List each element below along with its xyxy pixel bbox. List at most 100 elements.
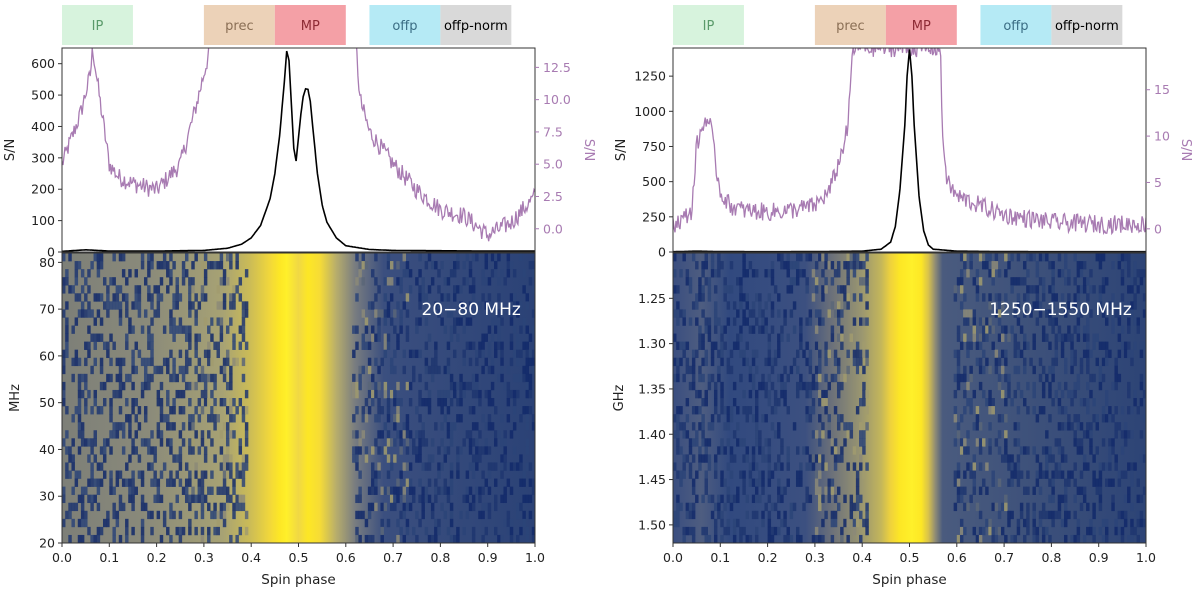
heatmap-cell [65, 277, 69, 286]
heatmap-cell [446, 277, 451, 286]
heatmap-cell [862, 438, 866, 447]
heatmap-cell [137, 349, 142, 359]
heatmap-cell [87, 526, 91, 536]
heatmap-cell [994, 253, 999, 262]
heatmap-cell [821, 430, 825, 439]
heatmap-cell [698, 406, 702, 415]
heatmap-cell [219, 253, 224, 262]
heatmap-cell [1142, 454, 1146, 463]
heatmap-cell [125, 526, 129, 536]
heatmap-cell [988, 389, 992, 399]
heatmap-cell [456, 261, 460, 270]
heatmap-cell [795, 349, 800, 359]
phase-window-label: IP [92, 19, 104, 34]
heatmap-cell [969, 261, 973, 270]
heatmap-cell [200, 478, 205, 487]
heatmap-cell [427, 253, 432, 262]
heatmap-cell [761, 518, 765, 528]
heatmap-cell [121, 430, 126, 439]
heatmap-cell [434, 526, 438, 536]
heatmap-cell [352, 389, 356, 399]
heatmap-cell [754, 478, 759, 487]
heatmap-cell [443, 478, 448, 487]
heatmap-cell [726, 301, 731, 310]
heatmap-cell [203, 293, 208, 302]
heatmap-cell [197, 486, 202, 495]
heatmap-cell [77, 406, 82, 415]
heatmap-cell [1079, 470, 1084, 479]
heatmap-cell [118, 285, 123, 294]
heatmap-cell [682, 534, 686, 543]
heatmap-cell [818, 398, 822, 407]
heatmap-cell [128, 373, 132, 383]
heatmap-cell [531, 422, 535, 431]
heatmap-cell [963, 253, 967, 262]
heatmap-cell [396, 381, 400, 391]
heatmap-cell [405, 478, 410, 487]
heatmap-cell [62, 357, 66, 367]
heatmap-cell [87, 325, 91, 334]
heatmap-cell [1023, 398, 1027, 407]
heatmap-cell [386, 438, 391, 447]
heatmap-cell [516, 357, 520, 367]
heatmap-cell [1101, 277, 1106, 286]
heatmap-cell [1139, 430, 1144, 439]
heatmap-cell [978, 438, 983, 447]
heatmap-cell [377, 317, 381, 326]
heatmap-cell [1133, 269, 1137, 278]
heatmap-cell [985, 317, 989, 326]
heatmap-cell [109, 301, 113, 310]
heatmap-cell [777, 430, 781, 439]
heatmap-cell [1016, 478, 1021, 487]
heatmap-cell [994, 438, 999, 447]
heatmap-cell [449, 309, 454, 318]
heatmap-cell [717, 349, 721, 359]
heatmap-cell [481, 470, 485, 479]
x-tick-label: 0.8 [1041, 550, 1061, 565]
heatmap-cell [833, 446, 838, 455]
heatmap-cell [102, 438, 107, 447]
heatmap-cell [402, 494, 407, 504]
heatmap-cell [71, 462, 75, 471]
heatmap-cell [222, 422, 227, 431]
heatmap-cell [468, 381, 473, 391]
y-right-axis-label: S/N [1178, 139, 1193, 161]
heatmap-cell [468, 341, 473, 350]
heatmap-cell [682, 462, 686, 471]
heatmap-cell [764, 357, 768, 367]
heatmap-cell [380, 357, 384, 367]
heatmap-cell [355, 526, 359, 536]
heatmap-cell [396, 406, 400, 415]
heatmap-cell [191, 486, 195, 495]
heatmap-cell [691, 510, 696, 520]
heatmap-cell [449, 269, 454, 278]
heatmap-cell [978, 381, 983, 391]
heatmap-cell [200, 389, 205, 399]
heatmap-cell [865, 389, 869, 399]
heatmap-cell [795, 365, 800, 375]
heatmap-cell [862, 365, 866, 375]
heatmap-cell [528, 277, 533, 286]
heatmap-cell [1060, 422, 1065, 431]
heatmap-cell [1060, 518, 1065, 528]
heatmap-cell [840, 526, 844, 536]
heatmap-cell [1098, 301, 1103, 310]
heatmap-cell [751, 414, 756, 423]
heatmap-cell [99, 526, 104, 536]
heatmap-cell [62, 365, 66, 375]
heatmap-cell [726, 526, 731, 536]
heatmap-cell [121, 293, 126, 302]
heatmap-cell [512, 301, 517, 310]
heatmap-cell [77, 494, 82, 504]
heatmap-cell [90, 365, 94, 375]
heatmap-cell [761, 446, 765, 455]
heatmap-cell [1076, 309, 1081, 318]
heatmap-cell [833, 494, 838, 504]
heatmap-cell [991, 341, 995, 350]
heatmap-cell [162, 357, 167, 367]
heatmap-cell [418, 301, 422, 310]
heatmap-cell [377, 446, 381, 455]
heatmap-cell [1092, 526, 1096, 536]
heatmap-cell [389, 293, 394, 302]
heatmap-cell [710, 253, 715, 262]
